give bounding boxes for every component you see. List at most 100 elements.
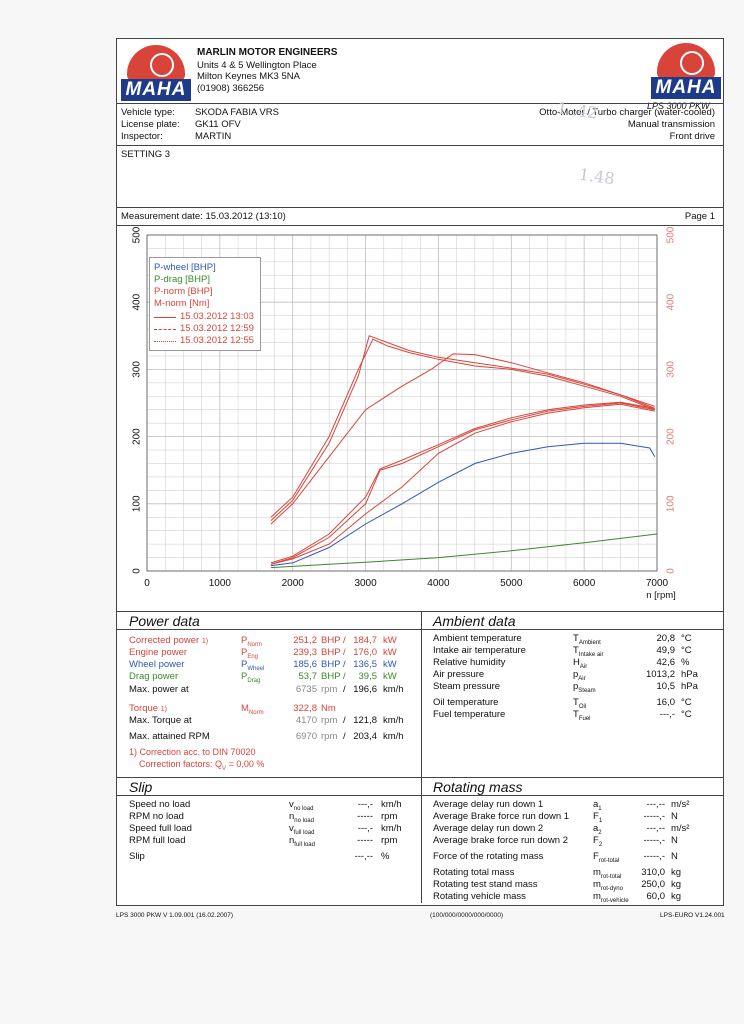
slip-row-value: ---,-- <box>354 851 373 862</box>
divider <box>117 629 421 630</box>
rotating-row-label: Average delay run down 2 <box>433 823 544 834</box>
power-row-bhp: 251,2 <box>293 635 317 646</box>
y-tick-label-right: 200 <box>666 428 677 445</box>
torque-unit: Nm <box>321 703 336 714</box>
rotating-row-symbol: a1 <box>593 799 602 812</box>
y-tick-label-left: 0 <box>132 568 143 574</box>
dyno-report-sheet: MAHA MARLIN MOTOR ENGINEERS Units 4 & 5 … <box>116 38 724 906</box>
handwritten-note-2: 1.48 <box>577 164 616 189</box>
ambient-row-symbol: TFuel <box>573 709 591 722</box>
ambient-row-value: 10,5 <box>656 681 676 692</box>
power-row-kw: 39,5 <box>358 671 378 682</box>
power-row-bhp: 53,7 <box>298 671 318 682</box>
x-tick-label: 5000 <box>500 578 523 589</box>
x-tick-label: 7000 <box>646 578 669 589</box>
power-row-bhp-unit: BHP <box>321 671 341 682</box>
chart-legend: P-wheel [BHP] P-drag [BHP] P-norm [BHP] … <box>149 257 261 351</box>
maha-logo-right: MAHA <box>651 43 721 99</box>
max-rpm-rpm-unit: rpm <box>321 731 338 742</box>
max-torque-label: Max. Torque at <box>129 715 192 726</box>
ambient-row-label: Steam pressure <box>433 681 501 692</box>
torque-value: 322,8 <box>293 703 317 714</box>
handwritten-note-1: 1 .42 <box>555 98 599 123</box>
ambient-row-unit: °C <box>681 697 692 708</box>
footer-left: LPS 3000 PKW V 1.09.001 (16.02.2007) <box>116 912 234 919</box>
power-row-kw-unit: kW <box>383 671 397 682</box>
y-tick-label-left: 200 <box>132 428 143 445</box>
phone-number: (01908) 366256 <box>197 83 265 94</box>
slip-row-label: Speed full load <box>129 823 192 834</box>
legend-p-drag: P-drag [BHP] <box>154 274 210 285</box>
x-tick-label: 3000 <box>354 578 377 589</box>
inspector-value: MARTIN <box>195 131 232 142</box>
ambient-row-symbol: TAmbient <box>573 633 601 646</box>
slip-title: Slip <box>129 779 153 795</box>
rotating-row-label: Average Brake force run down 1 <box>433 811 570 822</box>
legend-run-1-swatch <box>154 317 176 318</box>
series-line-6 <box>270 335 655 521</box>
footer-right: LPS-EURO V1.24.001 <box>660 912 725 919</box>
max-power-speed: 196,6 <box>353 684 377 695</box>
rotating-row-value: -----,- <box>643 811 665 822</box>
ambient-row-value: 49,9 <box>656 645 676 656</box>
ambient-row-symbol: pSteam <box>573 681 596 694</box>
max-rpm-label: Max. attained RPM <box>129 731 210 742</box>
ambient-row-label: Oil temperature <box>433 697 499 708</box>
correction-factors: Correction factors: QV = 0,00 % <box>139 759 265 772</box>
power-row-symbol: PDrag <box>241 671 261 684</box>
slip-row-label: Speed no load <box>129 799 191 810</box>
address-line-1: Units 4 & 5 Wellington Place <box>197 60 317 71</box>
series-line-4 <box>270 403 655 565</box>
max-power-label: Max. power at <box>129 684 189 695</box>
rotating-row-value: -----,- <box>643 851 665 862</box>
series-line-7 <box>270 353 655 525</box>
rotating-row-symbol: mrot-vehicle <box>593 891 629 904</box>
max-power-rpm: 6735 <box>295 684 317 695</box>
ambient-row-value: ---,- <box>659 709 675 720</box>
series-line-0 <box>270 442 656 567</box>
ambient-row-symbol: pAir <box>573 669 586 682</box>
slip-row-symbol: nfull load <box>289 835 315 848</box>
power-row-kw: 176,0 <box>353 647 377 658</box>
rotating-row-unit: N <box>671 835 678 846</box>
divider <box>117 225 723 226</box>
power-row-label: Corrected power 1) <box>129 635 209 646</box>
slip-row-unit: rpm <box>381 835 398 846</box>
rotating-row-unit: kg <box>671 891 682 902</box>
slip-row-unit: rpm <box>381 811 398 822</box>
divider <box>117 795 421 796</box>
drive-type: Front drive <box>669 131 715 142</box>
rotating-row-label: Rotating vehicle mass <box>433 891 526 902</box>
divider <box>421 629 723 630</box>
ambient-row-label: Relative humidity <box>433 657 506 668</box>
legend-p-norm: P-norm [BHP] <box>154 286 213 297</box>
legend-run-2: 15.03.2012 12:59 <box>180 323 254 334</box>
ambient-row-symbol: TIntake air <box>573 645 604 658</box>
max-torque-speed: 121,8 <box>353 715 377 726</box>
y-tick-label-left: 400 <box>132 293 143 310</box>
rotating-row-label: Force of the rotating mass <box>433 851 544 862</box>
company-name: MARLIN MOTOR ENGINEERS <box>197 47 338 58</box>
x-axis-label: n [rpm] <box>646 590 676 601</box>
ambient-row-label: Ambient temperature <box>433 633 522 644</box>
vehicle-type-value: SKODA FABIA VRS <box>195 107 279 118</box>
legend-run-3: 15.03.2012 12:55 <box>180 335 254 346</box>
divider <box>421 795 723 796</box>
power-data-title: Power data <box>129 613 200 629</box>
divider <box>117 145 723 146</box>
power-row-kw: 184,7 <box>353 635 377 646</box>
y-tick-label-right: 0 <box>666 568 677 574</box>
slip-row-value: ---,- <box>357 823 373 834</box>
rotating-row-unit: m/s² <box>671 823 690 834</box>
y-tick-label-left: 500 <box>132 226 143 243</box>
rotating-row-symbol: F1 <box>593 811 603 824</box>
divider <box>117 103 723 104</box>
slip-row-unit: % <box>381 851 390 862</box>
slip-row-symbol: nno load <box>289 811 314 824</box>
legend-run-2-swatch <box>154 329 176 330</box>
ambient-row-label: Air pressure <box>433 669 485 680</box>
max-torque-speed-unit: km/h <box>383 715 404 726</box>
y-tick-label-left: 100 <box>132 495 143 512</box>
power-row-symbol: PWheel <box>241 659 265 672</box>
max-rpm-speed: 203,4 <box>353 731 377 742</box>
